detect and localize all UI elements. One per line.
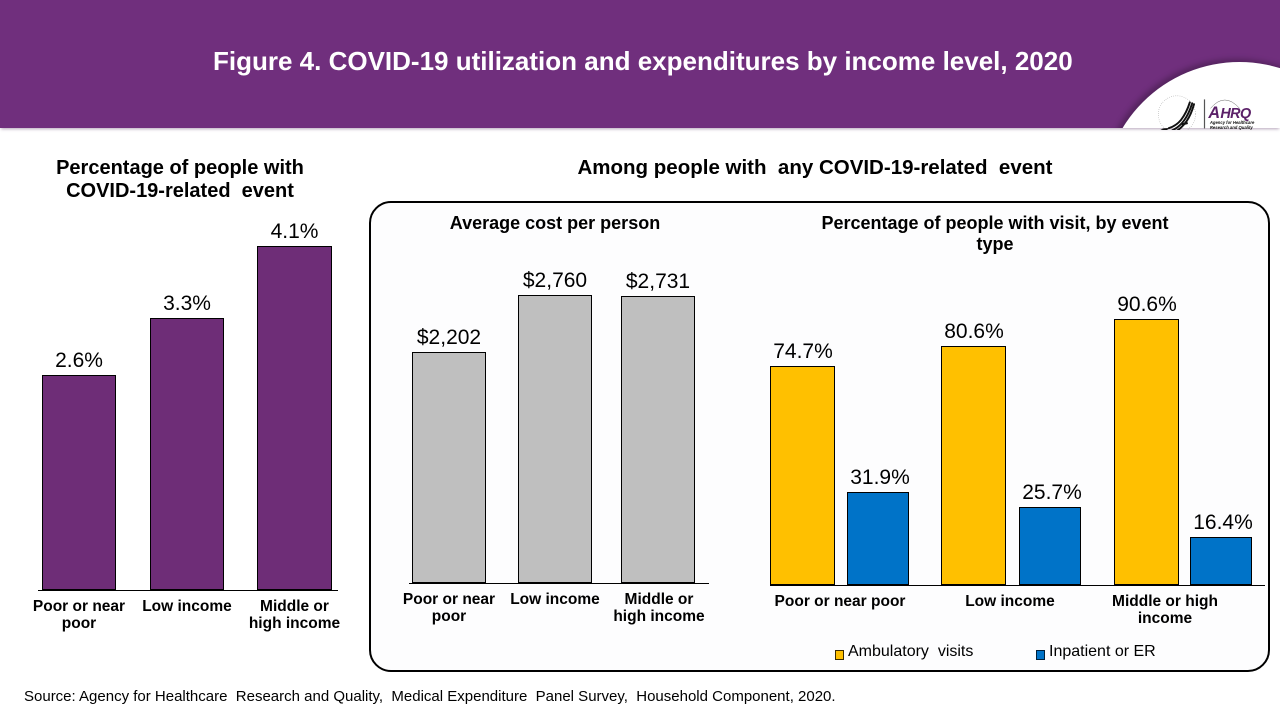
svg-text:A: A	[1207, 104, 1219, 122]
svg-text:HRQ: HRQ	[1220, 106, 1251, 122]
svg-text:Agency for Healthcare: Agency for Healthcare	[1209, 120, 1255, 125]
svg-text:Research and Quality: Research and Quality	[1210, 125, 1253, 130]
